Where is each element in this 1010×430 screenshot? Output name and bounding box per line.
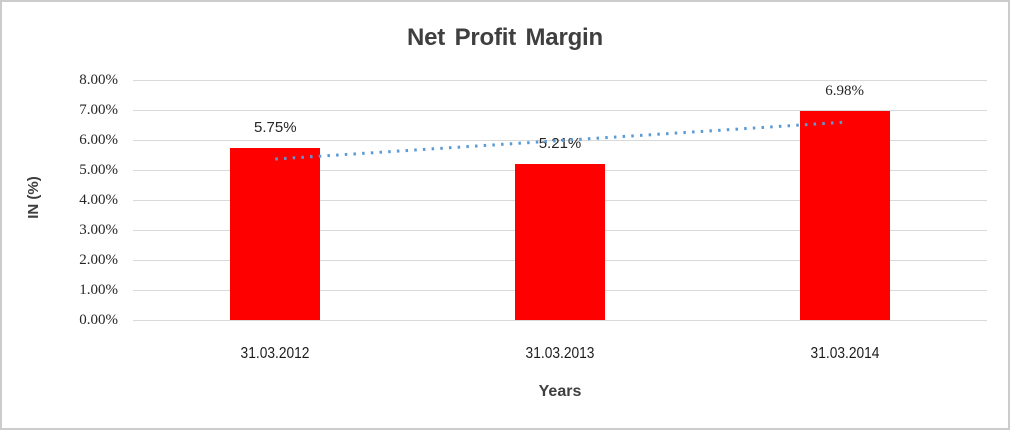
gridline: [133, 320, 987, 321]
bar-value-label: 5.75%: [254, 118, 297, 136]
y-tick-label: 8.00%: [79, 72, 118, 88]
y-tick-label: 7.00%: [79, 102, 118, 118]
bar: [515, 163, 605, 320]
y-tick-label: 2.00%: [79, 252, 118, 268]
plot-area: 5.75% 5.21% 6.98%: [133, 80, 987, 321]
y-tick-label: 1.00%: [79, 282, 118, 298]
trendline: [275, 120, 845, 161]
x-tick-label: 31.03.2012: [240, 345, 310, 362]
y-tick-label: 3.00%: [79, 222, 118, 238]
gridline: [133, 140, 987, 141]
y-tick-label: 5.00%: [79, 162, 118, 178]
x-tick-label: 31.03.2013: [525, 345, 595, 362]
bar: [799, 110, 890, 320]
chart-title: Net Profit Margin: [407, 24, 603, 51]
x-axis-title: Years: [538, 383, 582, 400]
y-tick-label: 0.00%: [79, 312, 118, 328]
bar: [230, 147, 321, 320]
x-tick-label: 31.03.2014: [810, 345, 880, 362]
y-tick-label: 4.00%: [79, 192, 118, 208]
y-tick-label: 6.00%: [79, 132, 118, 148]
bar-value-label: 6.98%: [825, 82, 865, 99]
gridline: [133, 80, 987, 81]
gridline: [133, 110, 987, 111]
